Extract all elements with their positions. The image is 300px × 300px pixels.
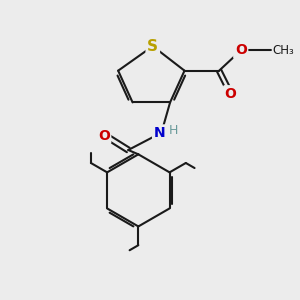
Text: O: O <box>98 129 110 142</box>
Text: S: S <box>147 39 158 54</box>
Text: O: O <box>235 44 247 58</box>
Text: CH₃: CH₃ <box>272 44 294 57</box>
Text: N: N <box>153 126 165 140</box>
Text: H: H <box>169 124 178 137</box>
Text: O: O <box>225 87 237 101</box>
